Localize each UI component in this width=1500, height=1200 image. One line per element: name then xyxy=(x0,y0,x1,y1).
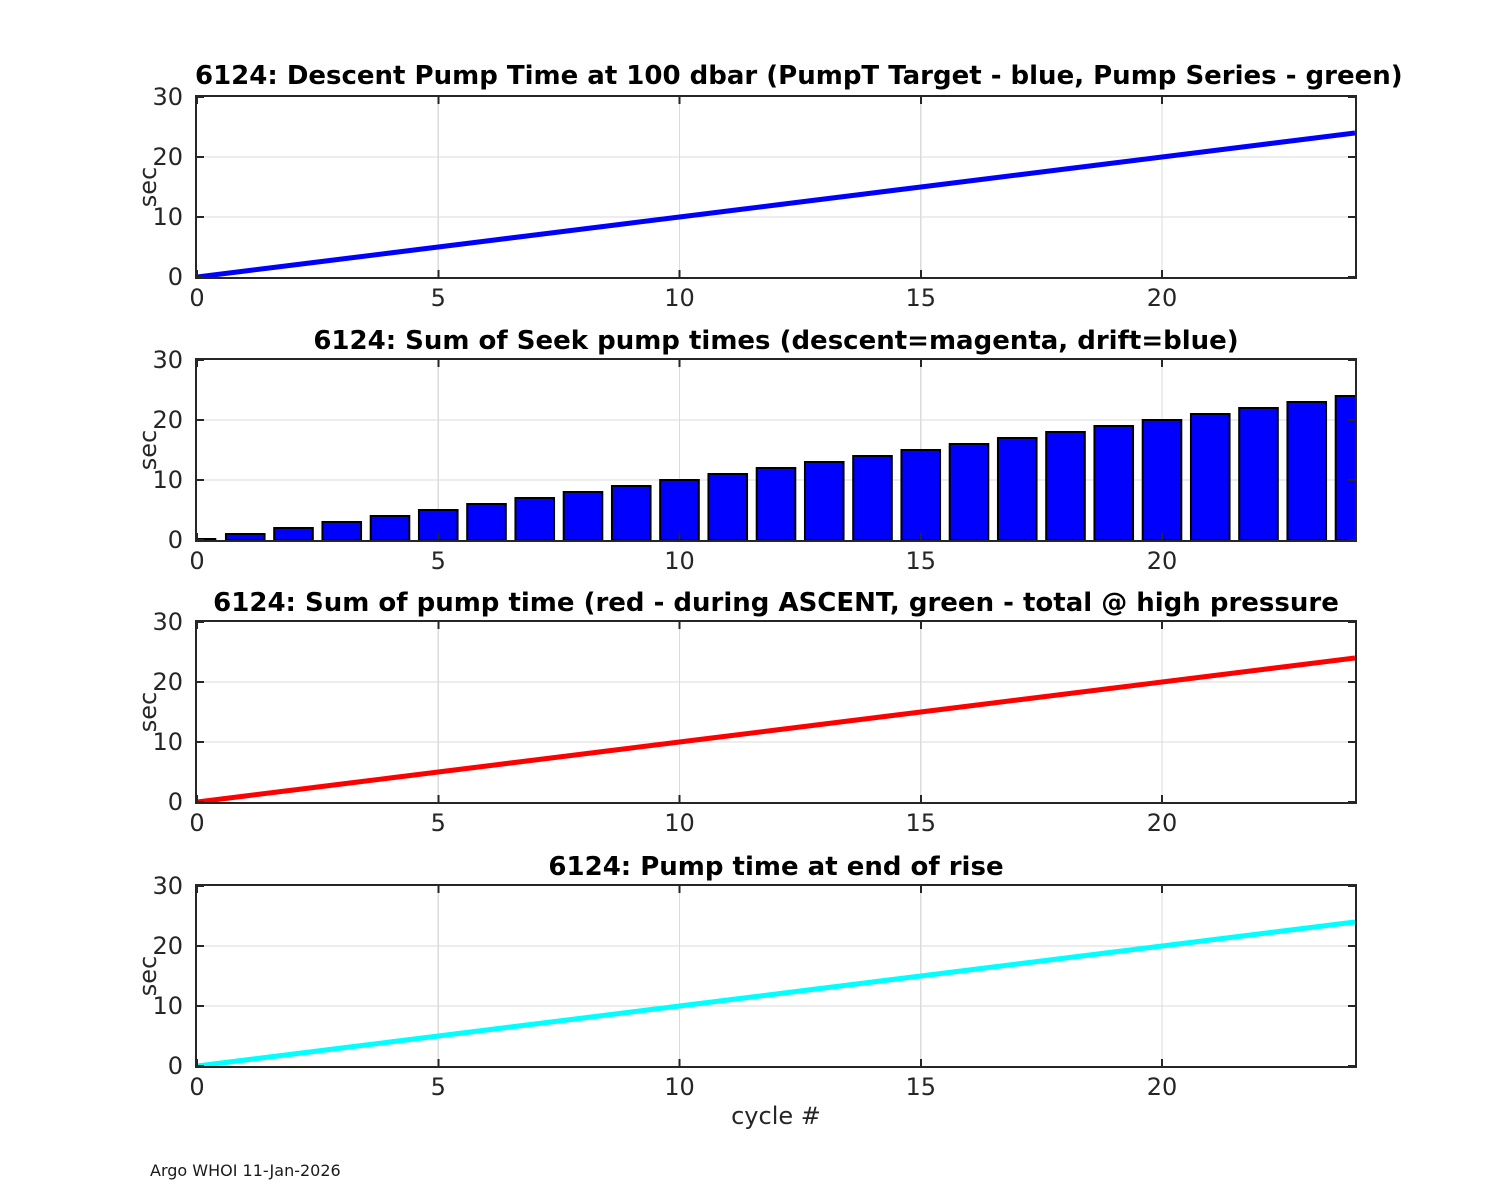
y-tick-label: 10 xyxy=(152,728,183,756)
bar xyxy=(1141,419,1183,540)
y-tick-label: 30 xyxy=(152,346,183,374)
y-tick-label: 30 xyxy=(152,608,183,636)
y-tick-label: 10 xyxy=(152,203,183,231)
x-tick-label: 5 xyxy=(430,284,446,312)
line-plot-end-of-rise-svg xyxy=(197,886,1355,1066)
x-tick-label: 0 xyxy=(189,547,205,575)
bar xyxy=(1334,395,1355,540)
y-tick-label: 10 xyxy=(152,466,183,494)
y-axis-label-sec-2: sec xyxy=(134,429,162,471)
x-tick-label: 0 xyxy=(189,284,205,312)
bar xyxy=(224,533,266,540)
bar xyxy=(273,527,314,540)
bar xyxy=(610,485,652,540)
x-tick-label: 15 xyxy=(905,547,937,575)
bar xyxy=(900,449,942,540)
bar xyxy=(755,467,797,540)
chart-title-pump-time-end-of-rise: 6124: Pump time at end of rise xyxy=(548,852,1004,882)
x-tick-label: 20 xyxy=(1146,284,1178,312)
x-tick-label: 10 xyxy=(664,284,695,312)
x-tick-label: 10 xyxy=(664,547,695,575)
x-tick-label: 5 xyxy=(430,809,446,837)
x-axis-label-cycle: cycle # xyxy=(731,1102,821,1130)
chart-title-descent-pump-time: 6124: Descent Pump Time at 100 dbar (Pum… xyxy=(195,61,1403,91)
bar xyxy=(803,461,845,540)
y-tick-label: 20 xyxy=(152,668,183,696)
x-tick-label: 5 xyxy=(430,1073,446,1101)
line-plot-sum-pump-time xyxy=(195,620,1357,804)
bar xyxy=(321,521,363,540)
figure-footer-note: Argo WHOI 11-Jan-2026 xyxy=(150,1161,341,1180)
bar xyxy=(1238,407,1279,540)
bar xyxy=(466,503,507,540)
y-tick-label: 0 xyxy=(167,788,183,816)
bar xyxy=(562,491,604,540)
y-tick-label: 10 xyxy=(152,992,183,1020)
y-tick-label: 0 xyxy=(167,263,183,291)
y-axis-label-sec-3: sec xyxy=(134,691,162,733)
data-line xyxy=(197,130,1355,277)
y-tick-label: 20 xyxy=(152,406,183,434)
data-line xyxy=(197,919,1355,1066)
y-tick-label: 30 xyxy=(152,83,183,111)
bar xyxy=(707,473,749,540)
x-tick-label: 20 xyxy=(1146,1073,1178,1101)
x-tick-label: 5 xyxy=(430,547,446,575)
data-line xyxy=(197,655,1355,802)
x-tick-label: 20 xyxy=(1146,809,1178,837)
bar xyxy=(1286,401,1328,540)
y-tick-label: 20 xyxy=(152,143,183,171)
bar xyxy=(1189,413,1231,540)
bar-chart-seek-svg xyxy=(197,360,1355,540)
line-plot-ascent-svg xyxy=(197,622,1355,802)
x-tick-label: 0 xyxy=(189,809,205,837)
bar xyxy=(948,443,990,540)
x-tick-label: 10 xyxy=(664,1073,695,1101)
line-plot-end-of-rise xyxy=(195,884,1357,1068)
bar xyxy=(852,455,893,540)
x-tick-label: 15 xyxy=(905,284,937,312)
bar xyxy=(659,479,700,540)
chart-title-seek-pump-times: 6124: Sum of Seek pump times (descent=ma… xyxy=(313,326,1239,356)
bar xyxy=(1045,431,1086,540)
y-tick-label: 30 xyxy=(152,872,183,900)
y-axis-label-sec-4: sec xyxy=(134,955,162,997)
x-tick-label: 20 xyxy=(1146,547,1178,575)
bar xyxy=(514,497,556,540)
bar xyxy=(1093,425,1135,540)
y-tick-label: 20 xyxy=(152,932,183,960)
x-tick-label: 15 xyxy=(905,1073,937,1101)
x-tick-label: 0 xyxy=(189,1073,205,1101)
y-tick-label: 0 xyxy=(167,526,183,554)
x-tick-label: 15 xyxy=(905,809,937,837)
bar-chart-seek-pump-times xyxy=(195,358,1357,542)
bar xyxy=(369,515,411,540)
x-tick-label: 10 xyxy=(664,809,695,837)
line-plot-descent-svg xyxy=(197,97,1355,277)
bar-zero-height xyxy=(197,538,217,540)
y-tick-label: 0 xyxy=(167,1052,183,1080)
bar xyxy=(996,437,1038,540)
chart-title-sum-pump-time: 6124: Sum of pump time (red - during ASC… xyxy=(213,588,1339,618)
line-plot-descent-pump-time xyxy=(195,95,1357,279)
y-axis-label-sec-1: sec xyxy=(134,166,162,208)
